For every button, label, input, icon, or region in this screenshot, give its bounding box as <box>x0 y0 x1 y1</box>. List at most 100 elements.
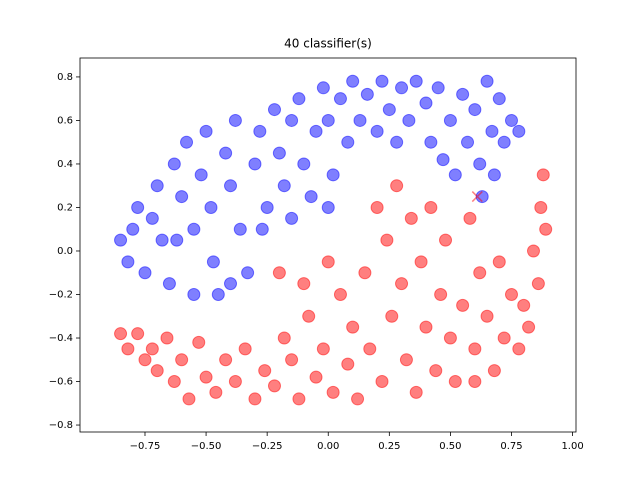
scatter-point <box>429 364 443 378</box>
scatter-point <box>228 375 242 389</box>
scatter-point <box>267 103 281 117</box>
scatter-point <box>402 113 416 127</box>
scatter-point <box>131 327 145 341</box>
scatter-point <box>204 200 218 214</box>
scatter-point <box>404 211 418 225</box>
scatter-point <box>468 103 482 117</box>
scatter-point <box>504 287 518 301</box>
scatter-point <box>346 74 360 88</box>
scatter-point <box>390 179 404 193</box>
scatter-point <box>448 168 462 182</box>
scatter-point <box>358 266 372 280</box>
scatter-point <box>492 255 506 269</box>
scatter-point <box>382 103 396 117</box>
scatter-point <box>272 266 286 280</box>
scatter-point <box>346 320 360 334</box>
scatter-point <box>297 277 311 291</box>
scatter-point <box>194 168 208 182</box>
scatter-point <box>487 364 501 378</box>
y-tick-label: 0.8 <box>57 72 73 83</box>
scatter-point <box>248 157 262 171</box>
scatter-point <box>272 146 286 160</box>
scatter-point <box>131 200 145 214</box>
scatter-point <box>341 135 355 149</box>
scatter-point <box>380 233 394 247</box>
scatter-point <box>351 392 365 406</box>
scatter-point <box>487 168 501 182</box>
y-tick-label: −0.2 <box>49 289 73 300</box>
scatter-point <box>187 287 201 301</box>
y-tick-label: −0.4 <box>49 333 73 344</box>
scatter-point <box>241 266 255 280</box>
scatter-point <box>167 375 181 389</box>
scatter-point <box>253 124 267 138</box>
scatter-point <box>473 266 487 280</box>
scatter-point <box>390 135 404 149</box>
y-tick-label: 0.0 <box>57 246 73 257</box>
scatter-point <box>211 287 225 301</box>
scatter-point <box>238 342 252 356</box>
scatter-point <box>497 135 511 149</box>
y-tick-label: 0.6 <box>57 115 73 126</box>
scatter-point <box>370 124 384 138</box>
scatter-point <box>219 146 233 160</box>
x-tick-label: −0.75 <box>130 441 161 452</box>
scatter-point <box>468 375 482 389</box>
scatter-point <box>180 135 194 149</box>
scatter-point <box>480 74 494 88</box>
scatter-point <box>199 124 213 138</box>
scatter-point <box>419 320 433 334</box>
scatter-point <box>138 353 152 367</box>
scatter-point <box>150 179 164 193</box>
scatter-point <box>395 81 409 95</box>
scatter-point <box>439 233 453 247</box>
scatter-point <box>461 135 475 149</box>
scatter-point <box>385 309 399 323</box>
scatter-point <box>522 320 536 334</box>
x-tick-label: 0.00 <box>317 441 339 452</box>
scatter-point <box>436 153 450 167</box>
scatter-point <box>468 342 482 356</box>
scatter-point <box>297 157 311 171</box>
scatter-point <box>504 113 518 127</box>
scatter-point <box>414 255 428 269</box>
x-tick-label: −0.25 <box>252 441 283 452</box>
scatter-point <box>292 92 306 106</box>
scatter-point <box>443 113 457 127</box>
scatter-point <box>187 222 201 236</box>
scatter-point <box>512 342 526 356</box>
scatter-point <box>375 375 389 389</box>
scatter-point <box>121 255 135 269</box>
x-tick-label: 0.50 <box>439 441 461 452</box>
y-tick-label: −0.8 <box>49 420 73 431</box>
scatter-point <box>209 385 223 399</box>
scatter-point <box>114 233 128 247</box>
scatter-point <box>219 353 233 367</box>
scatter-point <box>395 277 409 291</box>
scatter-point <box>224 179 238 193</box>
scatter-point <box>145 211 159 225</box>
scatter-point <box>448 375 462 389</box>
scatter-point <box>145 342 159 356</box>
chart-title: 40 classifier(s) <box>284 37 372 51</box>
scatter-point <box>255 222 269 236</box>
scatter-point <box>292 392 306 406</box>
scatter-point <box>434 287 448 301</box>
scatter-point <box>534 200 548 214</box>
scatter-point <box>517 298 531 312</box>
scatter-point <box>309 124 323 138</box>
scatter-point <box>224 277 238 291</box>
x-tick-label: −0.50 <box>191 441 222 452</box>
scatter-point <box>443 331 457 345</box>
scatter-point <box>463 211 477 225</box>
scatter-point <box>424 200 438 214</box>
scatter-point <box>285 353 299 367</box>
scatter-point <box>304 190 318 204</box>
scatter-point <box>316 342 330 356</box>
scatter-point <box>199 370 213 384</box>
scatter-point <box>228 113 242 127</box>
scatter-point <box>341 357 355 371</box>
scatter-point <box>114 327 128 341</box>
scatter-point <box>326 385 340 399</box>
